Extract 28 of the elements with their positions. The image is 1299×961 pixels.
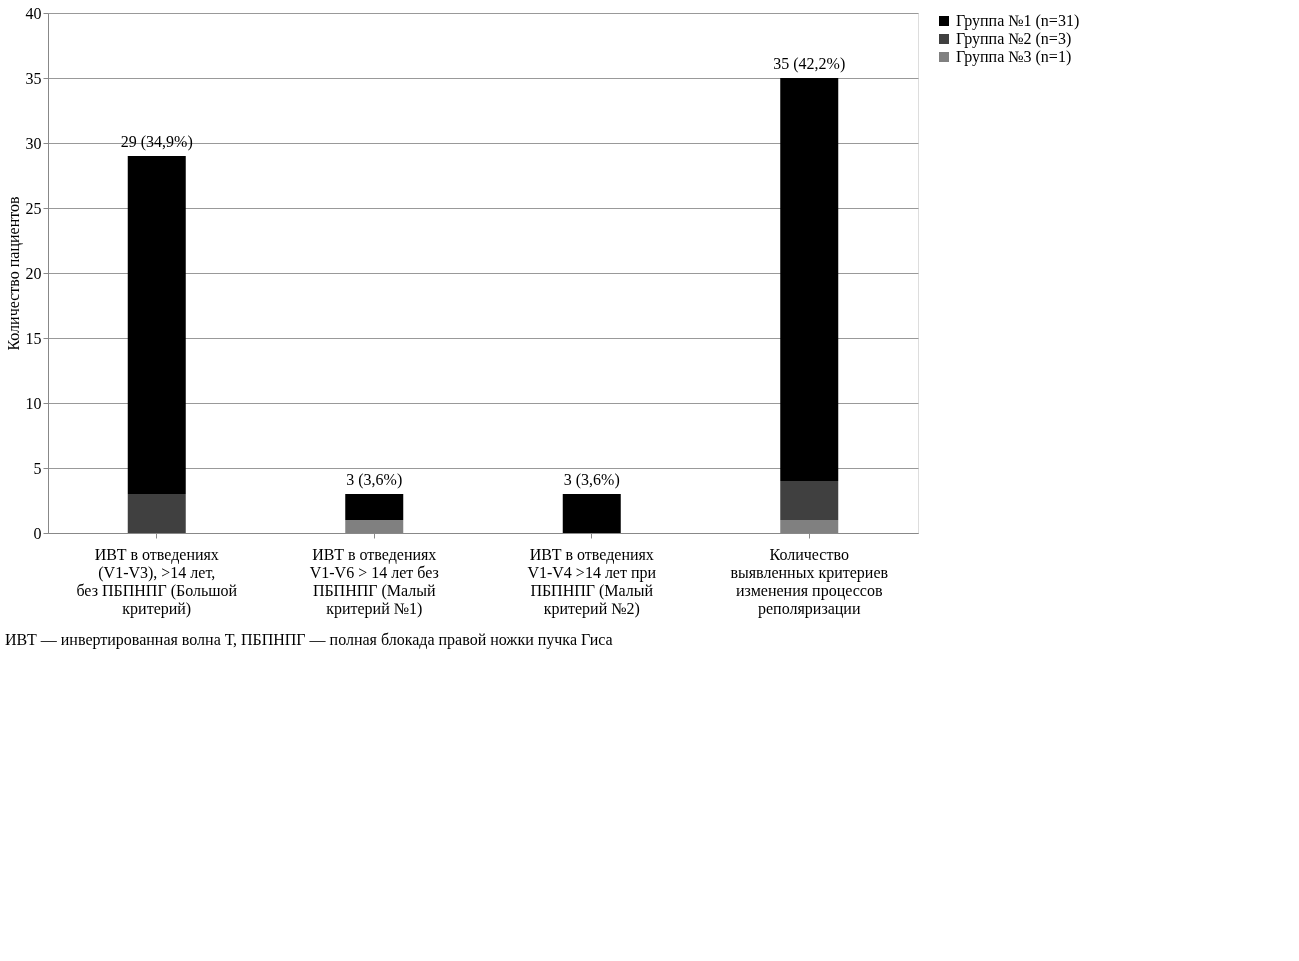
y-tick-label: 25 (25, 199, 42, 217)
total-label: 35 (42,2%) (773, 55, 846, 73)
y-tick-label: 20 (25, 264, 42, 282)
bar (127, 156, 186, 494)
x-tick-label: ИВТ в отведениях (V1-V3), >14 лет, без ПБПНПГ (Большой критерий) (76, 545, 238, 618)
bar (345, 494, 404, 520)
y-tick-label: 15 (25, 329, 42, 347)
total-label: 3 (3,6%) (346, 471, 403, 489)
bar (780, 481, 839, 520)
y-tick-label: 30 (25, 134, 42, 152)
bar (780, 78, 839, 481)
x-tick-label: ИВТ в отведениях V1-V6 > 14 лет без ПБПНПГ (Малый критерий №1) (309, 545, 439, 618)
x-tick-label: ИВТ в отведениях V1-V4 >14 лет при ПБПНПГ (Малый критерий №2) (527, 545, 657, 618)
total-label: 29 (34,9%) (120, 133, 193, 151)
text: ИВТ — инвертированная волна Т, ПБПНПГ — полная блокада правой ножки пучка Гиса (5, 631, 613, 649)
legend-label: Группа №3 (n=1) (956, 48, 1072, 66)
legend-label: Группа №2 (n=3) (956, 30, 1072, 48)
y-tick-label: 40 (25, 4, 42, 22)
legend-label: Группа №1 (n=31) (956, 12, 1080, 30)
y-tick-label: 0 (33, 524, 42, 542)
bar (127, 494, 186, 533)
x-tick-label: Количество выявленных критериев изменения процессов реполяризации (730, 545, 889, 618)
y-tick-label: 10 (25, 394, 42, 412)
y-axis-title: Количество пациентов (4, 196, 23, 351)
y-tick-label: 5 (33, 459, 42, 477)
total-label: 3 (3,6%) (563, 471, 620, 489)
bar (562, 494, 621, 533)
y-tick-label: 35 (25, 69, 42, 87)
